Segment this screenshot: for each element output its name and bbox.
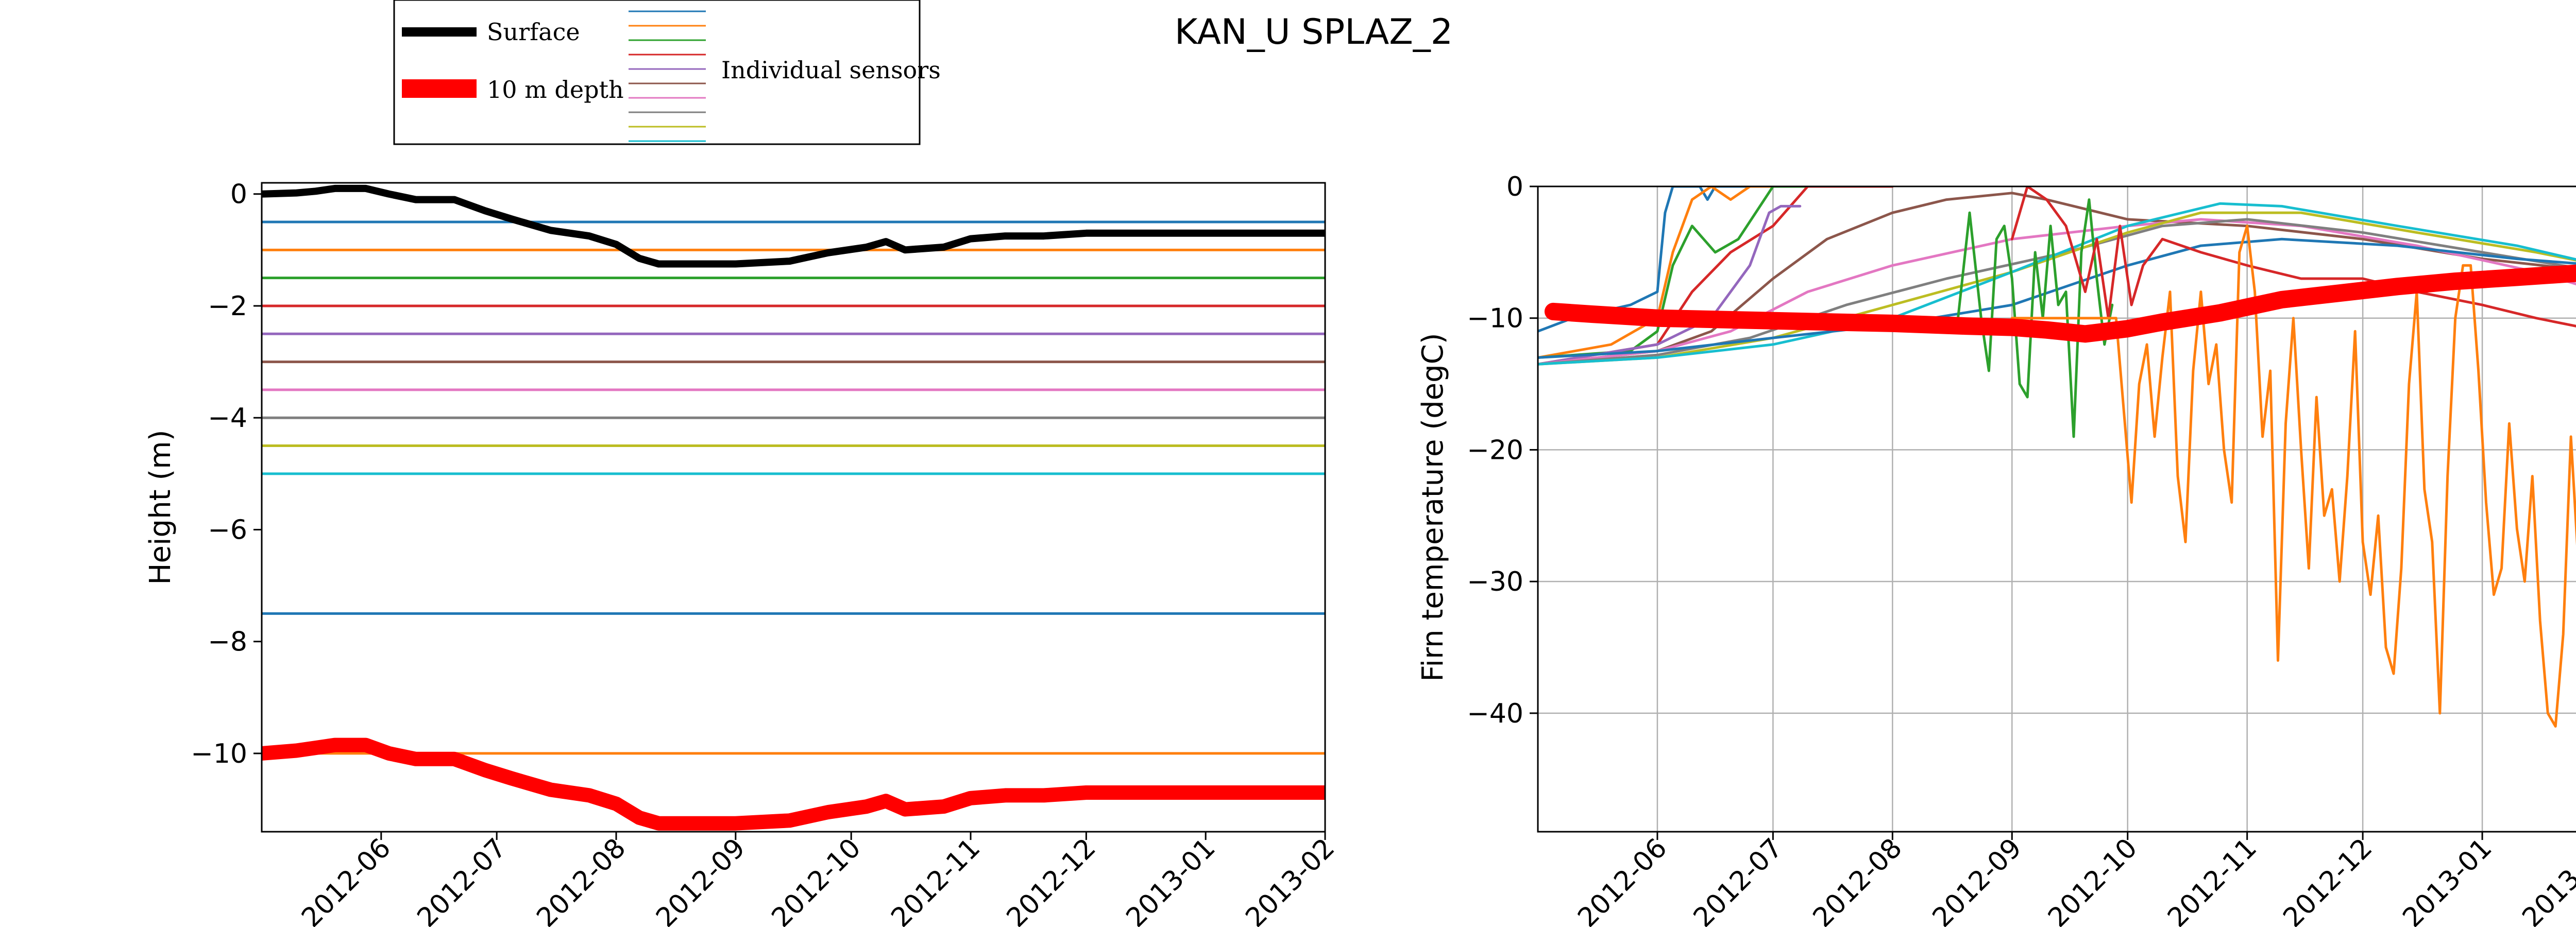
legend-surface-label: Surface bbox=[487, 18, 580, 46]
temperature-y-tick-label: −40 bbox=[1467, 698, 1523, 729]
height-panel: 2012-06 2012-07 2012-08 2012-09 2012-10 2012-… bbox=[144, 179, 1341, 927]
height-series bbox=[262, 184, 1325, 831]
temperature-x-tick-label: 2012-07 bbox=[1688, 833, 1789, 927]
legend: Surface 10 m depth Individual sensors bbox=[393, 0, 941, 145]
temperature-series-line bbox=[2010, 225, 2576, 728]
height-y-tick-label: −10 bbox=[191, 739, 247, 769]
height-x-tick-label: 2012-10 bbox=[766, 833, 867, 927]
temperature-y-tick-label: 0 bbox=[1506, 171, 1523, 202]
temperature-x-tick-label: 2012-10 bbox=[2042, 833, 2143, 927]
height-x-tick-label: 2012-12 bbox=[1001, 833, 1102, 927]
height-x-tick-label: 2012-09 bbox=[650, 833, 751, 927]
temperature-series-line bbox=[1538, 186, 1894, 366]
height-series-line bbox=[262, 184, 1325, 268]
figure-title: KAN_U SPLAZ_2 bbox=[1175, 12, 1453, 53]
legend-depth-label: 10 m depth bbox=[487, 76, 624, 104]
height-y-tick-label: −4 bbox=[208, 403, 247, 434]
temperature-series-line bbox=[1544, 264, 2576, 343]
temperature-x-tick-label: 2013-01 bbox=[2397, 833, 2498, 927]
height-y-tick-label: 0 bbox=[230, 179, 247, 210]
height-x-tick-label: 2012-06 bbox=[296, 833, 397, 927]
temperature-series-line bbox=[1538, 202, 2576, 366]
temperature-series-line bbox=[1538, 186, 1848, 359]
temperature-series-line bbox=[1957, 198, 2114, 438]
temperature-series bbox=[1538, 186, 2576, 728]
legend-sensors-label: Individual sensors bbox=[721, 56, 941, 84]
temperature-series-line bbox=[1538, 204, 1802, 366]
temperature-series-line bbox=[1538, 237, 2576, 359]
height-y-tick-label: −2 bbox=[208, 291, 247, 322]
temperature-y-tick-label: −30 bbox=[1467, 566, 1523, 597]
height-series-line bbox=[262, 737, 1325, 831]
temperature-series-line bbox=[1538, 211, 2576, 366]
temperature-x-tick-label: 2012-12 bbox=[2277, 833, 2378, 927]
temperature-x-tick-label: 2012-09 bbox=[1927, 833, 2028, 927]
temperature-x-tick-label: 2013-02 bbox=[2516, 833, 2576, 927]
height-axes-frame bbox=[261, 182, 1326, 833]
height-x-tick-label: 2013-02 bbox=[1240, 833, 1341, 927]
sensor-depth-lines bbox=[262, 220, 1325, 755]
temperature-series-line bbox=[1538, 186, 1828, 359]
temperature-ylabel: Firn temperature (degC) bbox=[1416, 333, 1450, 681]
height-y-tick-label: −8 bbox=[208, 627, 247, 658]
height-ylabel: Height (m) bbox=[144, 430, 177, 585]
temperature-axes-frame bbox=[1537, 185, 2576, 833]
legend-frame bbox=[393, 0, 921, 145]
temperature-x-tick-label: 2012-08 bbox=[1807, 833, 1908, 927]
temperature-panel: 2012-06 2012-07 2012-08 2012-09 2012-10 2012-… bbox=[1416, 171, 2576, 927]
height-x-tick-label: 2012-07 bbox=[412, 833, 513, 927]
height-x-tick-label: 2012-08 bbox=[531, 833, 632, 927]
temperature-y-tick-label: −20 bbox=[1467, 435, 1523, 466]
temperature-x-tick-label: 2012-06 bbox=[1572, 833, 1673, 927]
temperature-y-tick-label: −10 bbox=[1467, 303, 1523, 334]
height-y-tick-label: −6 bbox=[208, 514, 247, 545]
height-x-tick-label: 2012-11 bbox=[885, 833, 986, 927]
temperature-x-tick-label: 2012-11 bbox=[2162, 833, 2263, 927]
height-x-tick-label: 2013-01 bbox=[1121, 833, 1222, 927]
legend-sensor-swatches bbox=[629, 10, 706, 142]
